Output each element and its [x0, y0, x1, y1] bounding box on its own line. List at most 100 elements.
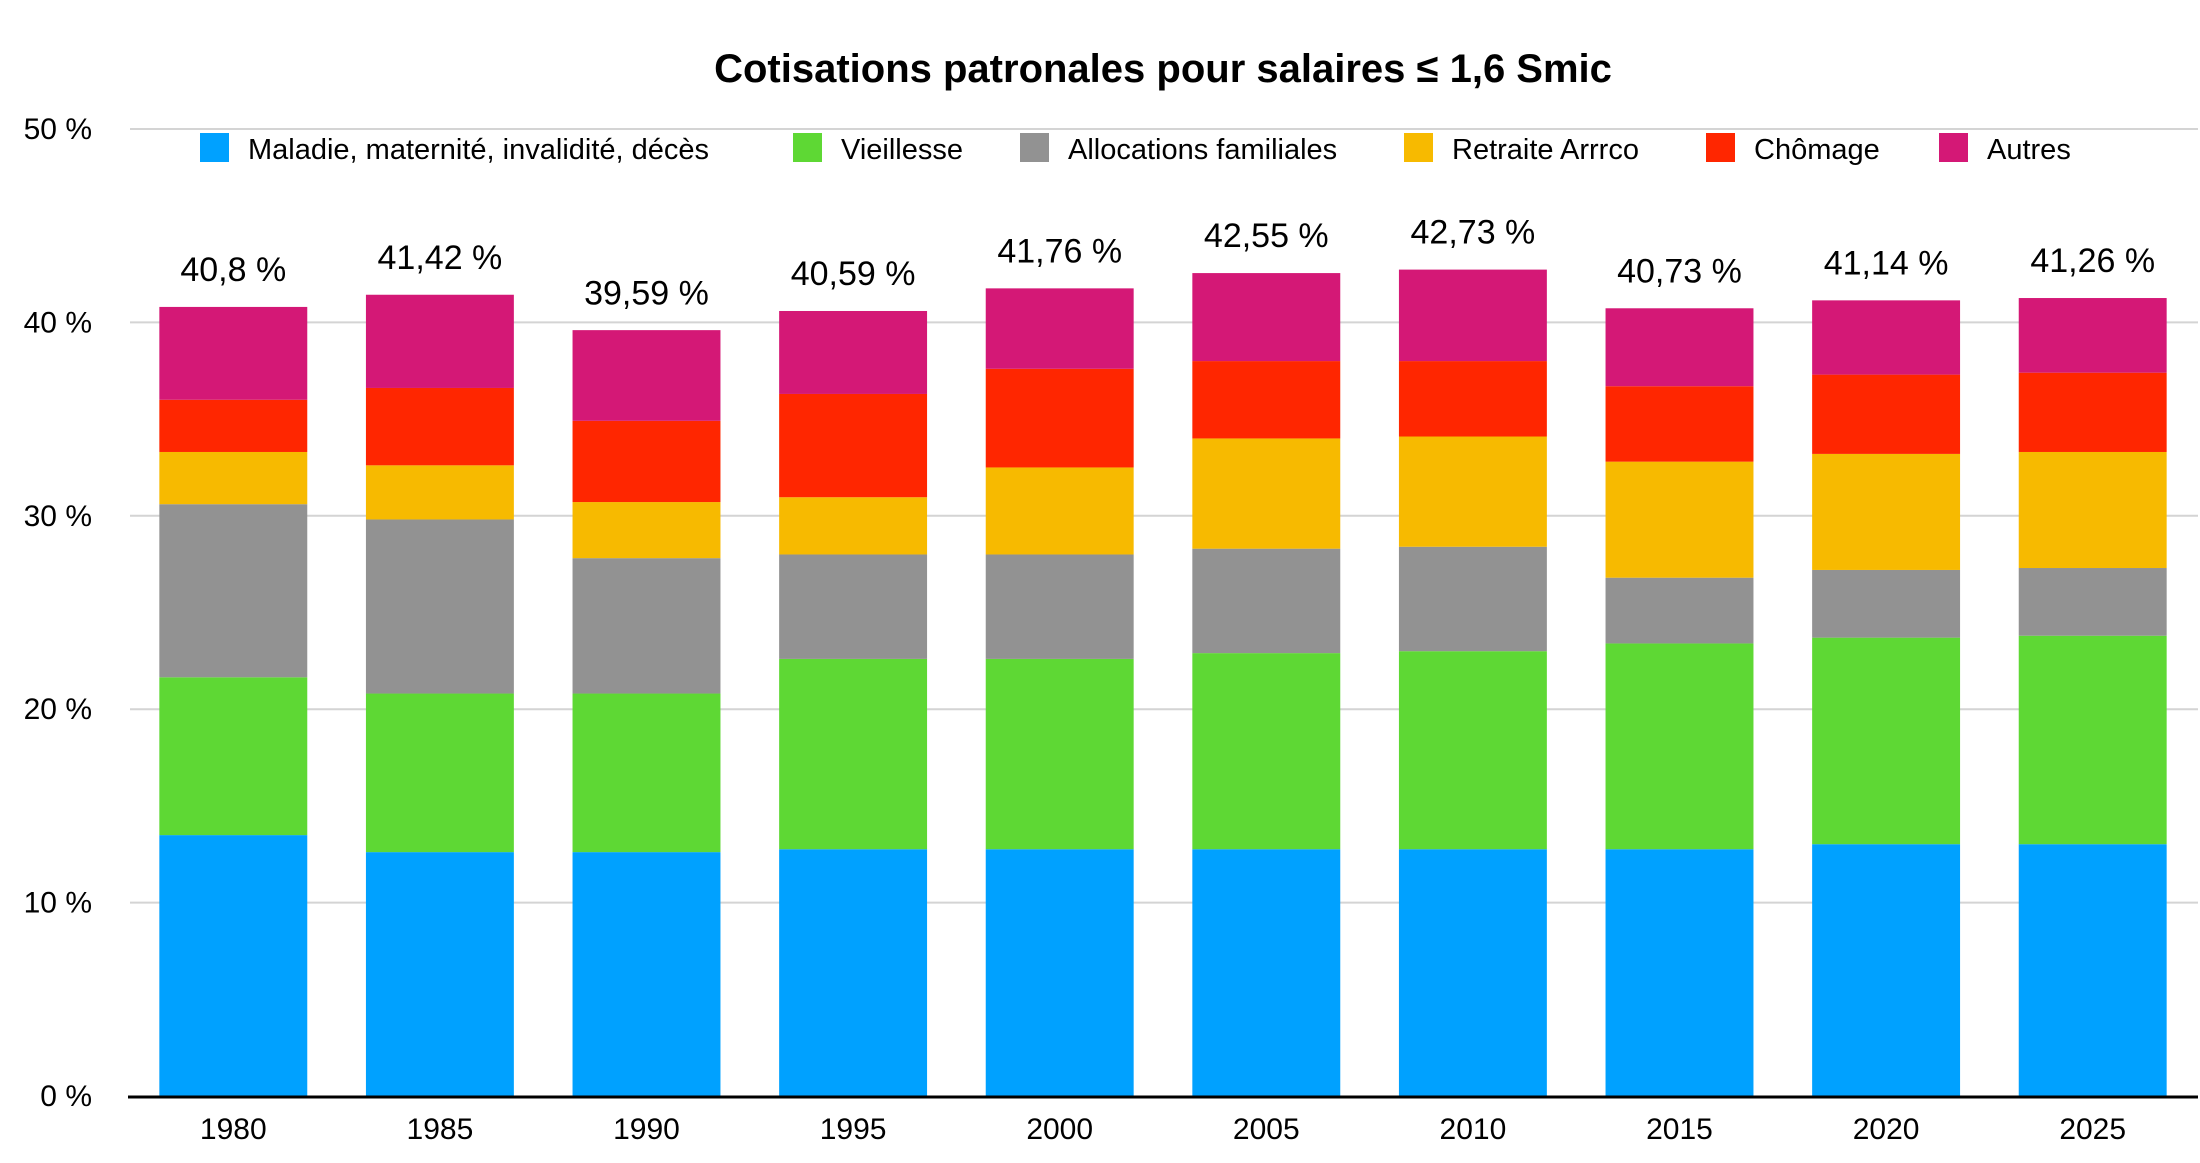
- bar-segment: [365, 465, 514, 520]
- bar-segment: [2018, 568, 2167, 636]
- bar-segment: [779, 849, 928, 1096]
- bar-segment: [572, 693, 721, 853]
- bar-segment: [1398, 361, 1547, 437]
- bar-segment: [572, 502, 721, 559]
- total-label: 42,73 %: [1411, 214, 1536, 252]
- total-data-labels: 40,8 % 41,42 % 39,59 % 40,59 % 41,76 % 42,55 …: [180, 214, 2155, 313]
- bar-segment: [365, 294, 514, 388]
- y-tick-label: 0 %: [40, 1080, 92, 1113]
- total-label: 40,8 %: [180, 251, 286, 289]
- chart-title: Cotisations patronales pour salaires ≤ 1…: [714, 47, 1612, 91]
- bar-segment: [1398, 849, 1547, 1096]
- legend-item: Chômage: [1706, 133, 1880, 166]
- bar-stack-2000: [985, 288, 1134, 1096]
- bar-stack-1980: [159, 306, 308, 1096]
- bar-segment: [1192, 653, 1341, 850]
- total-label: 39,59 %: [584, 274, 709, 312]
- bar-segment: [2018, 298, 2167, 373]
- bar-segment: [572, 852, 721, 1096]
- legend: Maladie, maternité, invalidité, décès Vie…: [200, 133, 2071, 166]
- bar-segment: [985, 368, 1134, 468]
- legend-label: Chômage: [1754, 134, 1880, 166]
- bar-segment: [159, 399, 308, 452]
- bar-segment: [985, 288, 1134, 369]
- bar-stack-1985: [365, 294, 514, 1096]
- legend-label: Autres: [1987, 134, 2071, 166]
- bar-segment: [1605, 849, 1754, 1096]
- bar-stack-2020: [1812, 300, 1961, 1096]
- y-tick-label: 30 %: [24, 500, 92, 533]
- total-label: 41,42 %: [378, 239, 503, 277]
- bar-segment: [1605, 461, 1754, 578]
- bar-segment: [985, 467, 1134, 555]
- x-tick-label: 1995: [820, 1113, 887, 1146]
- bar-segment: [1605, 386, 1754, 462]
- bar-segment: [1605, 308, 1754, 387]
- bar-stack-1995: [779, 310, 928, 1096]
- x-tick-label: 2015: [1646, 1113, 1713, 1146]
- legend-swatch: [1404, 133, 1433, 162]
- bar-segment: [1605, 643, 1754, 850]
- legend-item: Retraite Arrrco: [1404, 133, 1639, 166]
- y-tick-label: 40 %: [24, 306, 92, 339]
- bar-segment: [2018, 635, 2167, 845]
- x-tick-label: 1985: [407, 1113, 474, 1146]
- bar-segment: [1192, 438, 1341, 549]
- bar-segment: [1398, 269, 1547, 362]
- legend-label: Retraite Arrrco: [1452, 134, 1639, 166]
- legend-item: Allocations familiales: [1020, 133, 1337, 166]
- bar-segment: [159, 306, 308, 400]
- legend-swatch: [1939, 133, 1968, 162]
- x-tick-label: 2000: [1026, 1113, 1093, 1146]
- bar-segment: [1398, 651, 1547, 850]
- bar-segment: [365, 387, 514, 466]
- legend-label: Vieillesse: [841, 134, 963, 166]
- bar-stack-2010: [1398, 269, 1547, 1096]
- x-tick-label: 2020: [1853, 1113, 1920, 1146]
- total-label: 40,73 %: [1617, 252, 1742, 290]
- bar-segment: [1398, 436, 1547, 547]
- bar-segment: [1398, 546, 1547, 652]
- bar-segment: [572, 330, 721, 421]
- y-tick-label: 20 %: [24, 693, 92, 726]
- bar-stack-2005: [1192, 273, 1341, 1096]
- legend-item: Maladie, maternité, invalidité, décès: [200, 133, 709, 166]
- bar-segment: [779, 554, 928, 659]
- bar-segment: [159, 504, 308, 678]
- bar-segment: [2018, 451, 2167, 569]
- x-tick-label: 1990: [613, 1113, 680, 1146]
- bar-segment: [985, 554, 1134, 659]
- bar-segment: [1192, 361, 1341, 439]
- bar-segment: [1192, 849, 1341, 1096]
- legend-label: Maladie, maternité, invalidité, décès: [248, 134, 709, 166]
- bar-segment: [365, 519, 514, 694]
- legend-swatch: [793, 133, 822, 162]
- bar-segment: [159, 451, 308, 505]
- bar-segment: [365, 693, 514, 853]
- x-axis-tick-labels: 1980 1985 1990 1995 2000 2005 2010 2015 2020 2025: [200, 1113, 2126, 1146]
- legend-label: Allocations familiales: [1068, 134, 1337, 166]
- bar-segment: [572, 558, 721, 694]
- bar-segment: [779, 393, 928, 498]
- x-tick-label: 2010: [1440, 1113, 1507, 1146]
- bar-segment: [1812, 300, 1961, 375]
- bar-segment: [1812, 374, 1961, 454]
- y-tick-label: 50 %: [24, 113, 92, 146]
- bar-stack-1990: [572, 330, 721, 1096]
- legend-swatch: [1020, 133, 1049, 162]
- y-axis-tick-labels: 0 % 10 % 20 % 30 % 40 % 50 %: [24, 113, 92, 1113]
- total-label: 42,55 %: [1204, 217, 1329, 255]
- bar-stack-2025: [2018, 298, 2167, 1096]
- y-tick-label: 10 %: [24, 887, 92, 920]
- bar-segment: [1605, 577, 1754, 644]
- x-tick-label: 1980: [200, 1113, 267, 1146]
- total-label: 41,26 %: [2030, 242, 2155, 280]
- total-label: 41,14 %: [1824, 244, 1949, 282]
- bar-segment: [985, 658, 1134, 850]
- bar-segment: [1812, 569, 1961, 638]
- bar-segment: [1192, 548, 1341, 654]
- bar-segment: [2018, 844, 2167, 1096]
- x-tick-label: 2025: [2059, 1113, 2126, 1146]
- bar-segment: [1192, 273, 1341, 362]
